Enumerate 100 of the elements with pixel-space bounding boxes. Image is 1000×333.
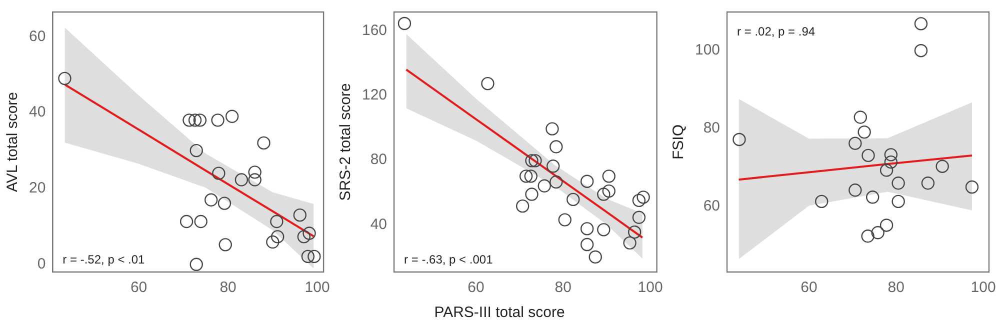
x-tick-label: 100 <box>970 279 996 296</box>
point <box>636 190 650 204</box>
point <box>525 188 538 201</box>
annotation: r = -.63, p < .001 <box>404 252 494 266</box>
point <box>880 164 894 177</box>
point <box>293 208 306 222</box>
point <box>234 173 248 186</box>
point <box>628 225 642 239</box>
point <box>884 148 898 162</box>
point <box>257 136 270 150</box>
point <box>623 236 636 250</box>
y-tick-label: 80 <box>370 151 388 168</box>
point <box>880 218 894 232</box>
point <box>302 226 316 240</box>
point <box>866 190 880 204</box>
y-tick-label: 60 <box>703 198 720 215</box>
point <box>546 122 559 136</box>
x-tick-label: 100 <box>304 279 330 296</box>
point <box>190 258 203 272</box>
point <box>550 140 563 154</box>
point <box>218 196 232 210</box>
point <box>524 170 538 183</box>
point <box>188 114 202 127</box>
point <box>190 144 203 158</box>
point <box>538 179 551 192</box>
y-tick-label: 40 <box>370 216 388 233</box>
point <box>308 250 321 264</box>
y-tick-label: 20 <box>28 180 46 197</box>
point <box>914 17 928 30</box>
point <box>854 110 867 124</box>
point <box>871 226 884 240</box>
y-axis-title: FSIQ <box>670 124 688 160</box>
point <box>815 194 828 208</box>
point <box>193 114 207 127</box>
point <box>248 173 262 186</box>
point <box>266 235 280 249</box>
point <box>212 166 226 180</box>
annotation: r = -.52, p < .01 <box>62 252 146 266</box>
x-tick-label: 60 <box>130 279 148 296</box>
point <box>182 114 196 127</box>
point <box>180 214 194 228</box>
point <box>914 44 928 58</box>
x-axis-title: PARS-III total score <box>433 304 566 321</box>
y-axis-title: AVL total score <box>4 92 22 192</box>
point <box>862 148 875 162</box>
point <box>211 114 224 127</box>
point <box>270 230 284 244</box>
point <box>632 210 646 224</box>
y-tick-label: 0 <box>37 256 46 273</box>
point <box>546 160 560 173</box>
point <box>580 238 594 252</box>
point <box>921 176 935 190</box>
point <box>597 223 610 236</box>
point <box>965 180 979 194</box>
y-tick-label: 40 <box>28 104 46 121</box>
point <box>848 184 862 197</box>
point <box>566 192 580 206</box>
x-tick-label: 100 <box>638 279 663 296</box>
point <box>597 188 610 201</box>
x-tick-label: 80 <box>888 279 904 296</box>
point <box>525 154 538 168</box>
y-tick-label: 100 <box>694 42 720 59</box>
point <box>858 125 871 139</box>
point <box>861 230 874 243</box>
point <box>528 154 542 168</box>
point <box>580 222 594 236</box>
point <box>58 72 72 86</box>
y-axis-title: SRS-2 total score <box>337 83 354 201</box>
point <box>297 230 311 244</box>
x-tick-label: 60 <box>800 279 818 296</box>
point <box>516 199 530 213</box>
y-tick-label: 60 <box>28 28 46 45</box>
point <box>732 132 746 146</box>
point <box>884 155 898 169</box>
x-tick-label: 80 <box>220 279 236 296</box>
point <box>218 238 232 252</box>
y-tick-label: 120 <box>362 86 388 104</box>
y-tick-label: 80 <box>703 120 720 137</box>
point <box>602 170 616 183</box>
point <box>398 16 412 30</box>
point <box>602 184 616 198</box>
point <box>892 194 905 208</box>
point <box>519 170 533 183</box>
point <box>558 213 572 226</box>
point <box>204 193 218 206</box>
point <box>892 176 905 190</box>
point <box>632 194 646 208</box>
annotation: r = .02, p = .94 <box>737 24 816 38</box>
point <box>270 214 284 228</box>
point <box>301 250 315 264</box>
x-tick-label: 80 <box>554 279 572 296</box>
point <box>848 136 862 150</box>
point <box>550 175 563 189</box>
y-tick-label: 160 <box>362 22 388 39</box>
point <box>248 166 262 179</box>
point <box>481 76 494 90</box>
point <box>194 214 208 228</box>
x-tick-label: 60 <box>468 279 484 296</box>
point <box>588 250 602 264</box>
point <box>936 160 949 173</box>
